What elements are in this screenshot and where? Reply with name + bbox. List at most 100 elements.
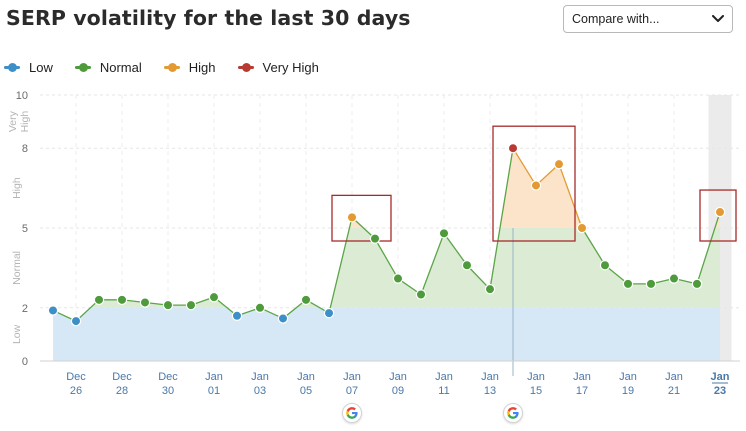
y-band-label: High <box>11 177 23 199</box>
data-point <box>645 278 657 290</box>
x-tick-day: 21 <box>668 385 680 397</box>
y-band-label: Very <box>7 110 19 132</box>
legend-item-low[interactable]: Low <box>4 60 53 75</box>
legend-label-very-high: Very High <box>262 59 319 75</box>
data-point <box>507 142 519 154</box>
x-tick-day: 19 <box>622 385 634 397</box>
x-tick-day: 15 <box>530 385 542 397</box>
series-line-segment <box>420 233 445 295</box>
y-tick-label: 2 <box>22 303 28 315</box>
data-point <box>300 294 312 306</box>
x-tick-month: Jan <box>435 371 453 383</box>
x-tick-month: Jan <box>343 371 361 383</box>
data-point <box>622 278 634 290</box>
x-tick-month: Jan <box>481 371 499 383</box>
data-point <box>461 260 473 271</box>
series-line-segment <box>466 264 491 290</box>
legend-item-normal[interactable]: Normal <box>74 59 142 75</box>
page-title: SERP volatility for the last 30 days <box>6 6 411 30</box>
legend-marker-normal <box>74 62 91 72</box>
series-line-segment <box>512 147 537 186</box>
highlight-box <box>331 194 392 242</box>
x-tick-day: 23 <box>714 385 726 397</box>
x-tick-day: 01 <box>208 385 220 397</box>
x-tick-day: 17 <box>576 385 588 397</box>
x-tick-month: Jan <box>251 371 269 383</box>
x-tick-day: 30 <box>162 385 174 397</box>
x-tick-day: 13 <box>484 385 496 397</box>
y-tick-label: 5 <box>22 223 28 235</box>
y-tick-label: 10 <box>16 90 28 102</box>
series-line-segment <box>75 299 100 322</box>
x-tick-day: 09 <box>392 385 404 397</box>
data-point <box>70 315 82 327</box>
chevron-down-icon <box>712 15 724 22</box>
x-tick-month: Jan <box>527 371 545 383</box>
y-band-label: Normal <box>11 251 23 285</box>
data-point <box>208 291 220 303</box>
y-band-label: High <box>19 111 31 133</box>
x-tick-month: Dec <box>158 371 178 383</box>
legend-label-normal: Normal <box>99 59 142 75</box>
legend-label-low: Low <box>29 59 53 75</box>
legend-item-high[interactable]: High <box>163 59 216 75</box>
data-point <box>484 283 496 295</box>
data-point <box>47 305 59 316</box>
x-tick-day: 11 <box>438 385 449 397</box>
series-line-segment <box>558 163 583 229</box>
data-point <box>323 307 335 319</box>
x-tick-month: Jan <box>619 371 637 383</box>
series-line-segment <box>374 238 399 279</box>
data-point <box>116 294 128 306</box>
legend-marker-very-high <box>237 62 254 72</box>
legend-label-high: High <box>188 59 216 75</box>
x-tick-day: 03 <box>254 385 266 397</box>
data-point <box>392 273 404 284</box>
data-point <box>162 299 174 311</box>
volatility-area-band <box>53 307 720 361</box>
highlight-box <box>699 189 737 242</box>
series-line-segment <box>328 217 353 314</box>
volatility-area-band <box>53 228 720 308</box>
volatility-area-band <box>53 95 720 148</box>
x-tick-day: 05 <box>300 385 312 397</box>
data-point <box>254 302 266 313</box>
series-line-segment <box>443 232 468 266</box>
data-point <box>415 289 427 300</box>
x-tick-month: Dec <box>66 371 86 383</box>
data-point <box>599 260 611 271</box>
x-tick-day: 28 <box>116 385 128 397</box>
legend-marker-high <box>163 62 180 72</box>
data-point <box>714 206 726 218</box>
data-point <box>346 212 358 223</box>
series-line-segment <box>489 148 514 290</box>
x-tick-month: Jan <box>205 371 223 383</box>
x-tick-month: Jan <box>711 371 730 383</box>
data-point <box>231 310 243 321</box>
series-line-segment <box>696 211 721 285</box>
x-tick-day: 26 <box>70 385 82 397</box>
x-tick-month: Jan <box>297 371 315 383</box>
data-point <box>691 278 703 290</box>
google-g-icon[interactable] <box>503 403 523 423</box>
data-point <box>530 180 542 191</box>
data-point <box>553 158 565 170</box>
data-point <box>438 228 450 239</box>
series-line-segment <box>351 216 376 240</box>
data-point <box>277 313 289 324</box>
volatility-area-band <box>53 148 720 228</box>
chart-legend: Low Normal High Very High <box>4 57 341 77</box>
google-g-icon[interactable] <box>342 403 362 423</box>
data-point <box>139 297 151 308</box>
x-tick-month: Jan <box>665 371 683 383</box>
y-tick-label: 8 <box>22 143 28 155</box>
y-tick-label: 0 <box>22 356 28 368</box>
data-point <box>576 222 588 234</box>
data-point <box>668 273 680 284</box>
data-point <box>369 233 381 244</box>
x-tick-month: Jan <box>573 371 591 383</box>
compare-with-dropdown[interactable]: Compare with... <box>563 5 733 33</box>
highlight-box <box>492 125 576 242</box>
legend-item-very-high[interactable]: Very High <box>237 59 319 75</box>
